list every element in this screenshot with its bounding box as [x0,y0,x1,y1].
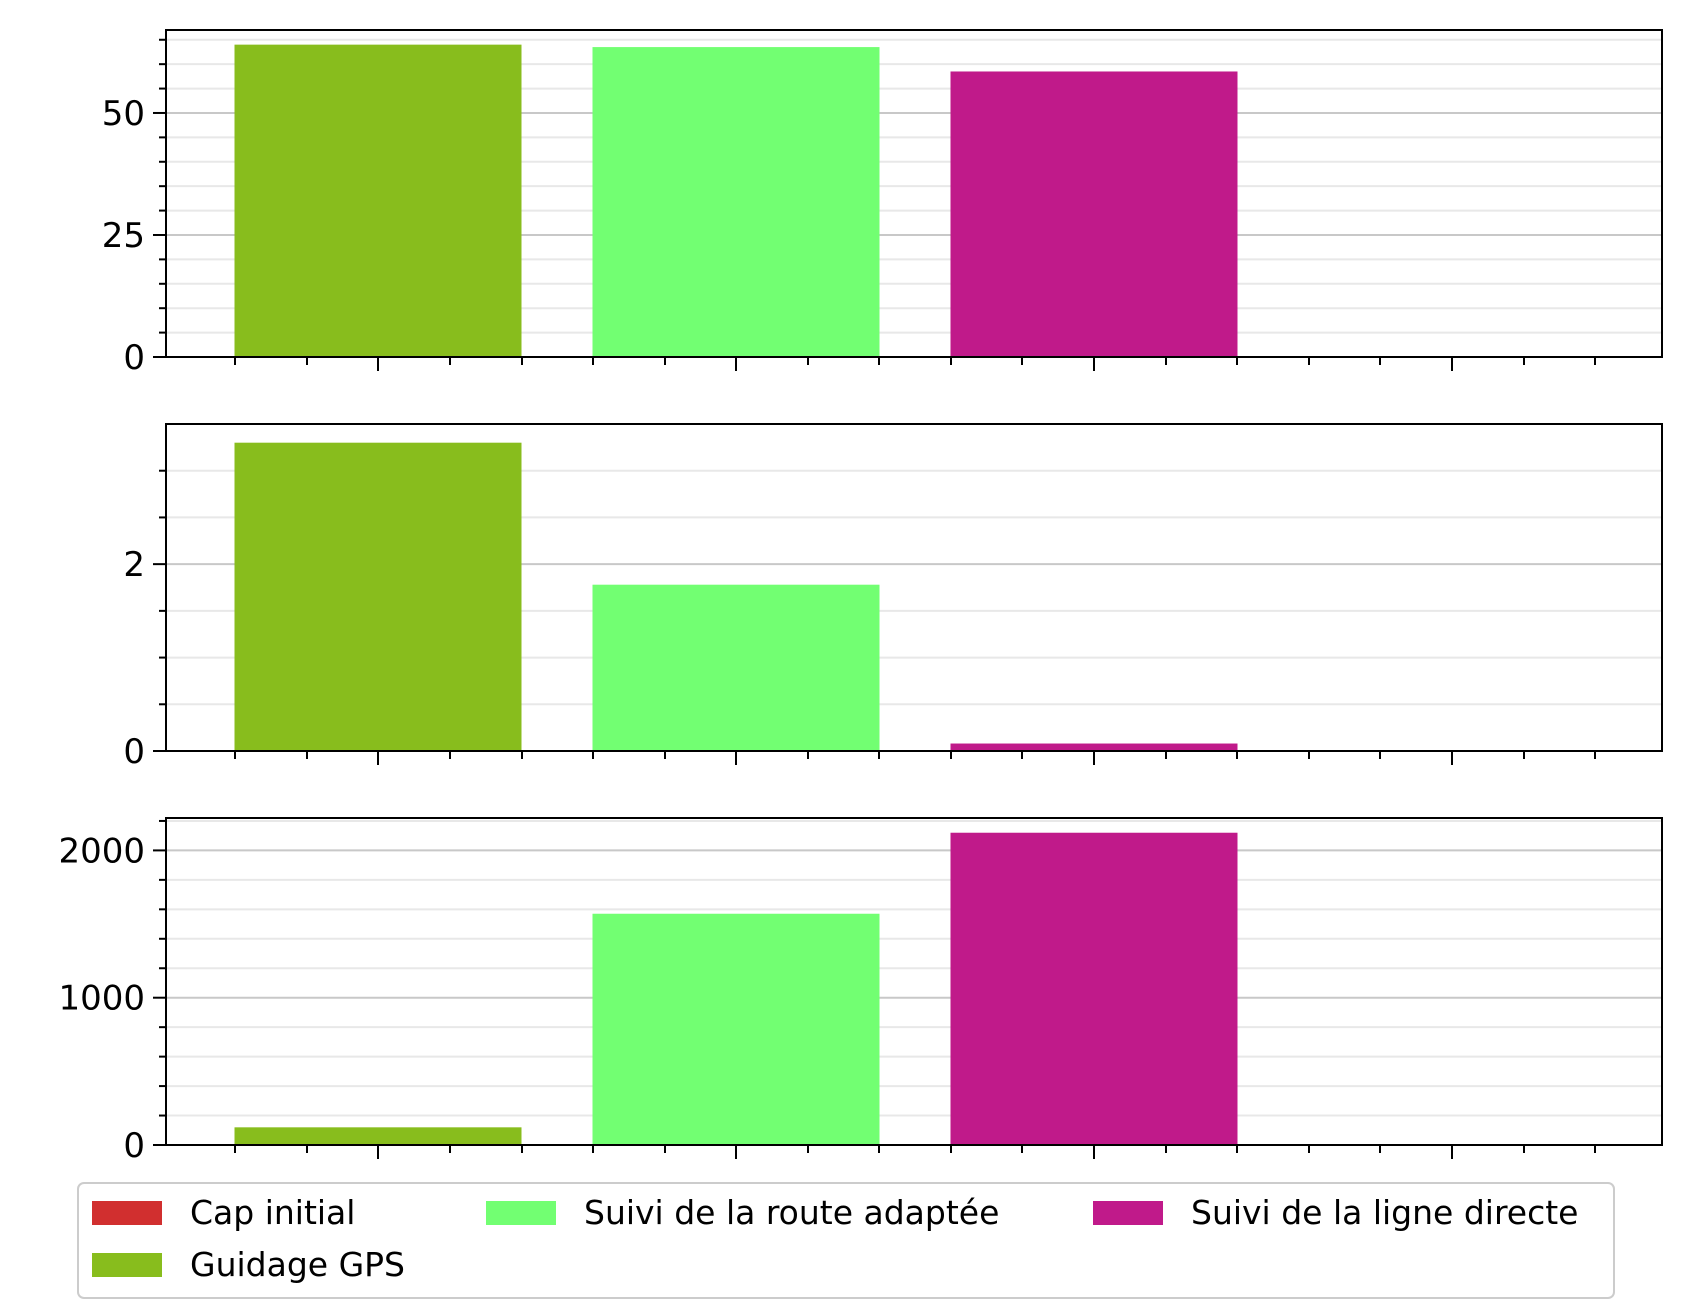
legend-item-1: Cap initial [92,1193,355,1232]
legend-swatch [1093,1201,1163,1225]
chart-legend: Cap initial Guidage GPS Suivi de la route … [77,1182,1615,1299]
y-tick-label: 50 [102,94,145,134]
legend-swatch [92,1253,162,1277]
legend-label: Cap initial [190,1193,355,1232]
legend-item-4: Suivi de la ligne directe [1093,1193,1578,1232]
chart-panel-1: 0 25 50 [102,29,1663,378]
y-tick-label: 25 [102,216,145,256]
legend-item-2: Guidage GPS [92,1245,405,1284]
chart-panel-2: 02 [123,423,1663,772]
legend-label: Suivi de la ligne directe [1191,1193,1578,1232]
axes-frame [165,29,1663,358]
bar-suivi-de-la-route-adapt-e [592,913,880,1145]
bar-suivi-de-la-ligne-directe [950,832,1238,1145]
legend-swatch [92,1201,162,1225]
legend-swatch [486,1201,556,1225]
bar-suivi-de-la-route-adapt-e [592,47,880,357]
bar-suivi-de-la-ligne-directe [950,743,1238,751]
axes-frame [165,423,1663,752]
legend-label: Guidage GPS [190,1245,405,1284]
bar-guidage-gps [234,1127,522,1145]
legend-item-3: Suivi de la route adaptée [486,1193,999,1232]
axes-frame [165,817,1663,1146]
bar-guidage-gps [234,44,522,358]
bar-guidage-gps [234,442,522,751]
bar-suivi-de-la-route-adapt-e [592,584,880,751]
legend-frame [77,1182,1615,1299]
chart-panel-3: 0 1000 2000 [58,817,1663,1166]
legend-label: Suivi de la route adaptée [584,1193,999,1232]
y-tick-label: 1000 [58,979,145,1019]
y-tick-label: 0 [123,338,145,378]
y-tick-label: 0 [123,1126,145,1166]
y-tick-label: 2 [123,545,145,585]
y-tick-label: 0 [123,732,145,772]
y-tick-label: 2000 [58,831,145,871]
bar-suivi-de-la-ligne-directe [950,71,1238,357]
